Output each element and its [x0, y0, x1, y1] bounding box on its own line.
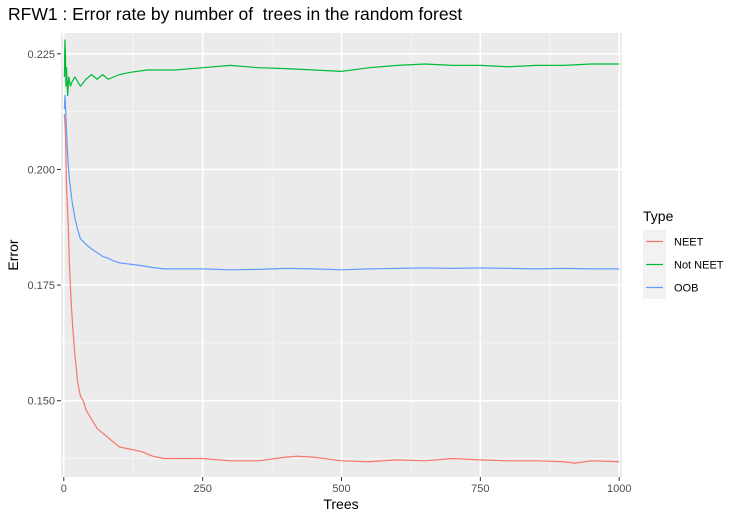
- y-axis-title: Error: [5, 239, 21, 270]
- legend: Type NEET Not NEET OOB: [643, 208, 724, 299]
- x-tick-label: 1000: [607, 483, 631, 495]
- legend-label: NEET: [674, 237, 704, 249]
- y-tick-label: 0.200: [27, 164, 55, 176]
- x-axis: 0 250 500 750 1000: [61, 477, 631, 495]
- y-tick-label: 0.150: [27, 396, 55, 408]
- y-tick-label: 0.175: [27, 280, 55, 292]
- series-lines: [63, 39, 620, 464]
- x-axis-title: Trees: [323, 496, 358, 512]
- series-line-neet: [63, 113, 620, 464]
- chart-title: RFW1 : Error rate by number of trees in …: [8, 4, 463, 24]
- series-line-not-neet: [63, 39, 620, 97]
- x-tick-label: 500: [332, 483, 350, 495]
- major-gridlines: [61, 33, 622, 477]
- legend-label: Not NEET: [674, 260, 724, 272]
- series-line-oob: [63, 94, 620, 271]
- y-tick-label: 0.225: [27, 49, 55, 61]
- y-axis: 0.150 0.175 0.200 0.225: [27, 49, 61, 408]
- x-tick-label: 0: [61, 483, 67, 495]
- x-tick-label: 250: [193, 483, 211, 495]
- legend-label: OOB: [674, 283, 698, 295]
- legend-title: Type: [643, 208, 674, 224]
- x-tick-label: 750: [471, 483, 489, 495]
